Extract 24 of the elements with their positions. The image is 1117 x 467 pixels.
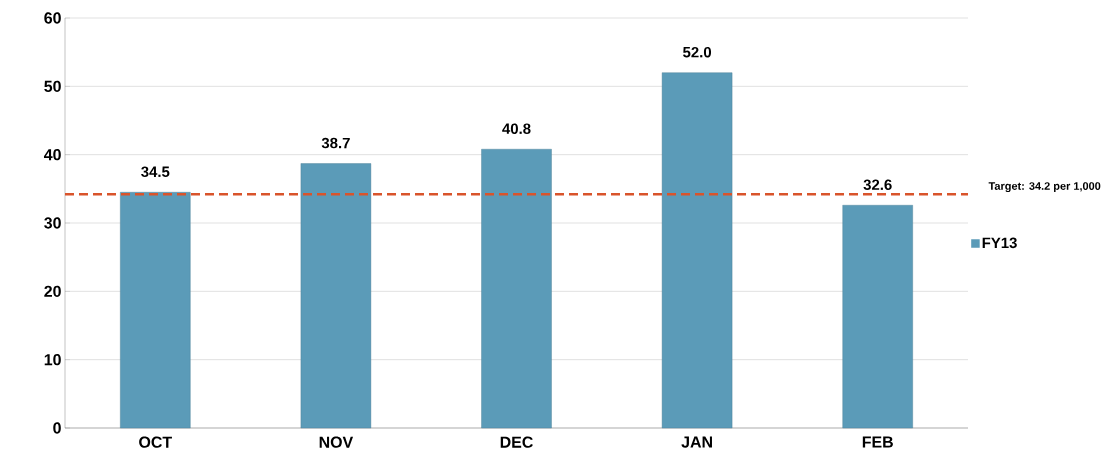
bar [300, 163, 372, 429]
y-tick-label: 20 [44, 285, 61, 297]
legend-label: FY13 [982, 237, 1017, 249]
x-tick-label: OCT [139, 436, 172, 448]
x-tick-label: NOV [319, 436, 354, 448]
y-tick-label: 30 [44, 217, 61, 229]
ref-line-label: Target: 34.2 per 1,000 [988, 182, 1101, 193]
y-tick-label: 40 [43, 149, 61, 161]
y-tick-label: 50 [44, 80, 61, 92]
data-label: 52.0 [683, 46, 712, 58]
x-tick-label: DEC [500, 436, 533, 448]
y-tick-label: 60 [44, 12, 61, 24]
data-label: 32.6 [863, 179, 892, 191]
data-label: 38.7 [321, 137, 350, 149]
data-label: 40.8 [502, 123, 531, 134]
data-label: 34.5 [141, 166, 170, 178]
bar [120, 192, 191, 429]
x-tick-label: FEB [862, 436, 893, 448]
bar [661, 72, 733, 429]
bar [481, 149, 552, 429]
bar [842, 205, 913, 429]
y-tick-label: 0 [53, 422, 61, 434]
x-tick-label: JAN [681, 436, 712, 448]
y-tick-label: 10 [44, 354, 61, 366]
